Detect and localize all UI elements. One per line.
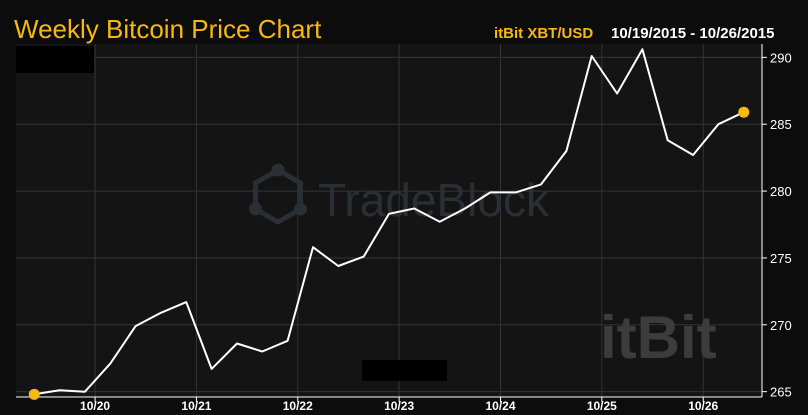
data-source: itBit XBT/USD <box>494 25 593 42</box>
date-range: 10/19/2015 - 10/26/2015 <box>611 25 774 42</box>
x-tick-label: 10/21 <box>181 399 211 413</box>
plot-area <box>16 44 762 397</box>
x-tick-label: 10/23 <box>384 399 414 413</box>
y-tick-label: 290 <box>770 50 792 65</box>
end-point-marker <box>738 106 750 118</box>
redaction-block-top <box>16 46 94 73</box>
y-tick-label: 285 <box>770 117 792 132</box>
itbit-watermark: itBit <box>600 304 717 371</box>
hexagon-network-icon <box>249 163 307 225</box>
x-axis: 10/20 10/21 10/22 10/23 10/24 10/25 10/26 <box>16 396 762 413</box>
redaction-block-bottom <box>362 360 447 381</box>
x-tick-label: 10/20 <box>80 399 110 413</box>
series-line <box>34 48 745 396</box>
x-tick-label: 10/24 <box>485 399 515 413</box>
x-tick-label: 10/25 <box>587 399 617 413</box>
chart-title: Weekly Bitcoin Price Chart <box>14 14 322 44</box>
y-tick-label: 265 <box>770 385 792 400</box>
y-tick-label: 280 <box>770 184 792 199</box>
start-point-marker <box>28 388 40 400</box>
x-tick-label: 10/26 <box>688 399 718 413</box>
y-axis: 265 270 275 280 285 290 <box>761 44 792 400</box>
y-tick-label: 270 <box>770 318 792 333</box>
y-tick-label: 275 <box>770 251 792 266</box>
tradeblock-watermark-text: TradeBlock <box>318 174 550 226</box>
grid-lines <box>16 44 762 397</box>
tradeblock-watermark: TradeBlock <box>249 163 550 226</box>
x-tick-label: 10/22 <box>283 399 313 413</box>
endpoint-markers <box>28 106 750 400</box>
